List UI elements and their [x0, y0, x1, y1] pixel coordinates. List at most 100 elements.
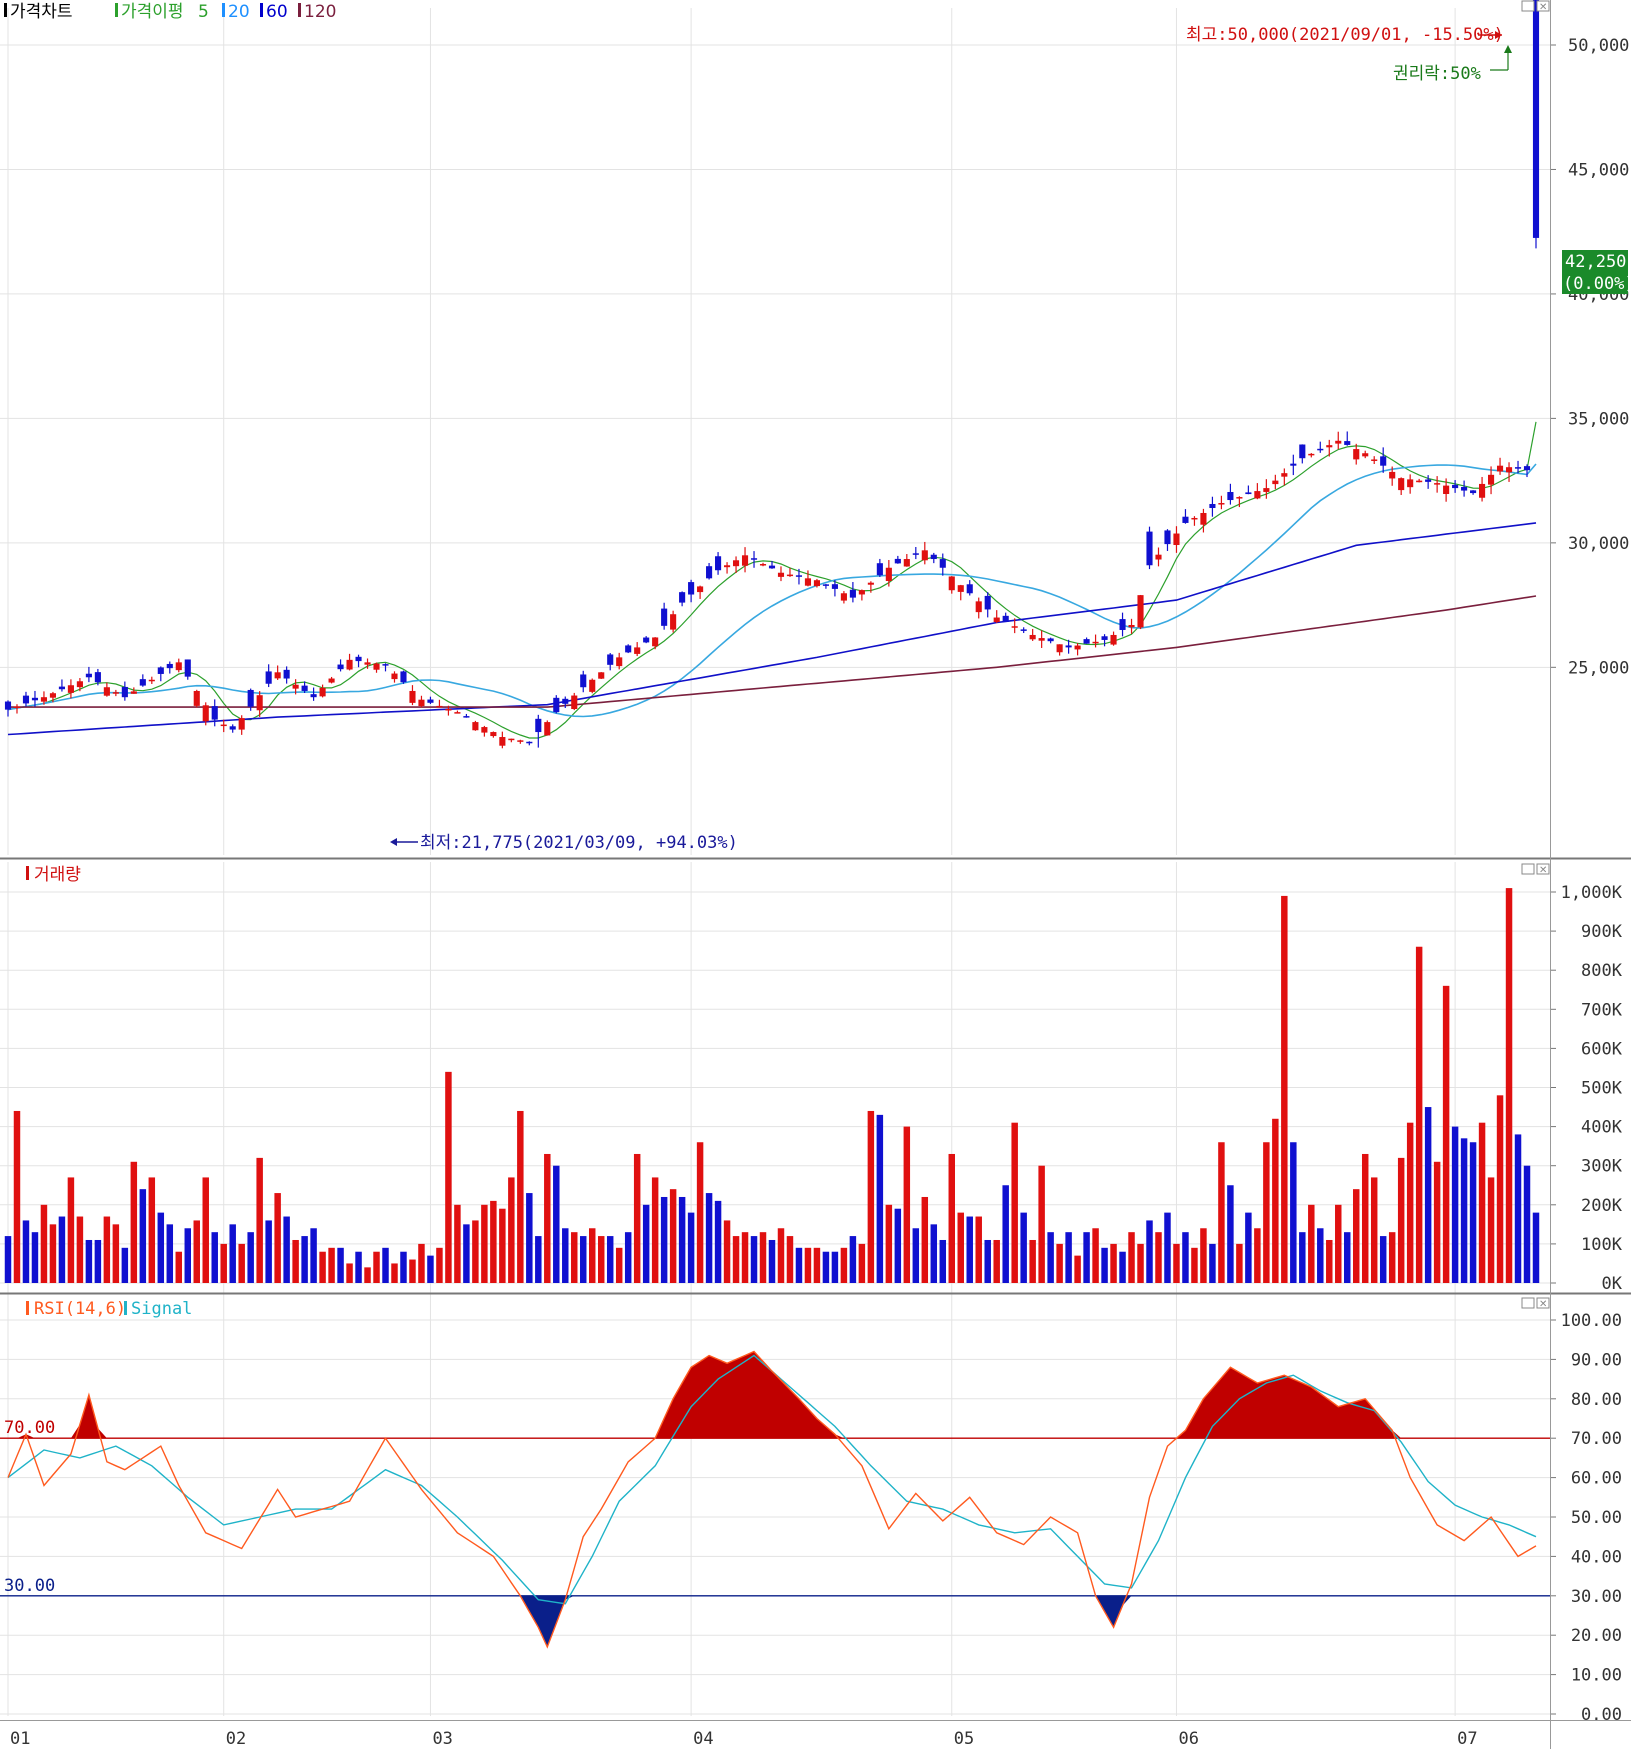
volume-bar: [1101, 1247, 1108, 1283]
candle: [1505, 462, 1513, 482]
volume-bar: [1478, 1122, 1486, 1283]
candle-body: [1191, 517, 1198, 520]
candle: [849, 582, 856, 603]
volume-bar: [1406, 1122, 1414, 1283]
candle-body: [715, 556, 722, 571]
volume-bar: [310, 1228, 317, 1283]
volume-bar: [732, 1236, 740, 1283]
candle-body: [867, 582, 874, 585]
volume-bar: [40, 1204, 48, 1283]
candle: [247, 688, 254, 711]
candle-body: [1290, 463, 1297, 466]
volume-bar: [894, 1208, 902, 1283]
volume-bar: [1056, 1243, 1063, 1283]
candle: [966, 580, 973, 596]
candle: [930, 552, 937, 564]
volume-bar: [211, 1232, 218, 1283]
volume-bar: [67, 1177, 75, 1283]
volume-bar: [660, 1196, 668, 1283]
volume-bar: [1326, 1239, 1333, 1283]
candle: [544, 720, 551, 736]
candle: [724, 562, 731, 574]
candle: [759, 562, 767, 567]
candle-body: [822, 584, 829, 586]
volume-bar: [651, 1177, 659, 1283]
candle: [1362, 450, 1369, 459]
candle: [4, 700, 12, 717]
volume-bar: [283, 1216, 290, 1283]
rsi-close-button[interactable]: [1536, 1297, 1550, 1309]
candle: [373, 662, 380, 673]
volume-bar: [175, 1251, 183, 1283]
candle: [1461, 480, 1468, 497]
candle-body: [274, 672, 281, 679]
volume-bar: [597, 1236, 605, 1283]
volume-bar: [1487, 1177, 1495, 1283]
volume-bar: [930, 1224, 938, 1283]
candle-body: [31, 697, 39, 701]
volume-y-tick-label: 600K: [1581, 1039, 1623, 1059]
candle-body: [598, 672, 605, 679]
volume-bar: [1451, 1126, 1459, 1283]
candle-body: [1029, 634, 1036, 640]
close-button[interactable]: [1536, 0, 1550, 12]
rsi-minimize-button[interactable]: [1521, 1297, 1535, 1309]
candle-body: [58, 686, 65, 690]
volume-bar: [912, 1228, 920, 1283]
minimize-button[interactable]: [1521, 0, 1535, 12]
volume-bar: [786, 1236, 794, 1283]
candle: [1254, 483, 1261, 500]
candle: [1317, 441, 1324, 453]
volume-bar: [337, 1247, 344, 1283]
candle-body: [13, 706, 21, 709]
volume-bar: [391, 1263, 398, 1283]
volume-bar: [382, 1247, 389, 1283]
volume-close-button[interactable]: [1536, 863, 1550, 875]
candle-body: [1038, 638, 1045, 641]
price-panel-legend: 가격차트 가격이평 5 20 60 120: [4, 2, 336, 22]
volume-bar: [741, 1232, 749, 1283]
candle: [1416, 478, 1423, 483]
candle-body: [310, 694, 317, 698]
candle-body: [966, 584, 973, 594]
volume-bar: [1146, 1220, 1153, 1283]
volume-bar: [1218, 1142, 1225, 1283]
candle-body: [1164, 530, 1171, 545]
candle: [957, 584, 964, 601]
candle: [184, 659, 191, 680]
volume-bar: [1209, 1243, 1216, 1283]
candle-body: [103, 687, 110, 696]
candle: [211, 699, 218, 727]
candle: [580, 670, 587, 693]
rsi-level-30-label: 30.00: [4, 1576, 55, 1596]
volume-bar: [831, 1251, 839, 1283]
candle: [1155, 547, 1162, 567]
volume-bar: [508, 1177, 515, 1283]
candle: [894, 555, 901, 564]
volume-minimize-button[interactable]: [1521, 863, 1535, 875]
volume-bar: [750, 1236, 758, 1283]
candle-body: [1128, 625, 1135, 628]
candle-body: [580, 674, 587, 688]
candle: [607, 653, 614, 671]
candle-body: [1496, 465, 1504, 472]
candle: [1281, 468, 1288, 486]
candle-body: [876, 563, 883, 576]
volume-bar: [1074, 1255, 1081, 1283]
price-panel-buttons: ✕: [1521, 0, 1550, 13]
volume-bar: [49, 1224, 57, 1283]
candle-body: [355, 656, 362, 662]
candle-body: [364, 662, 371, 665]
candle: [166, 661, 173, 674]
current-price: 42,250: [1565, 252, 1626, 272]
candle: [921, 541, 928, 565]
volume-bar: [517, 1110, 524, 1283]
candle-body: [1407, 479, 1414, 488]
candle-body: [1398, 478, 1405, 491]
candle: [1299, 444, 1306, 464]
volume-bar: [1469, 1142, 1477, 1283]
candle-body: [247, 689, 254, 707]
candle: [454, 710, 461, 714]
candle-body: [697, 586, 704, 593]
candle-body: [499, 737, 506, 746]
